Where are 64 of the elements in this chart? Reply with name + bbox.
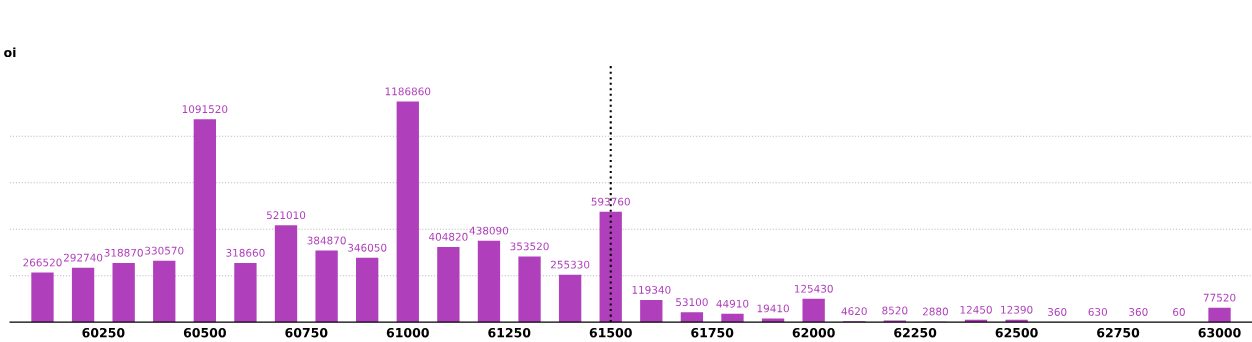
bar	[274, 225, 298, 323]
data-label: 44910	[716, 299, 749, 308]
x-tick-label: 63000	[1198, 327, 1241, 338]
bar	[1005, 319, 1028, 323]
bar	[437, 246, 460, 323]
data-label: 404820	[428, 232, 468, 241]
data-label: 125430	[794, 284, 833, 293]
data-label: 19410	[757, 304, 789, 313]
bar	[193, 119, 216, 323]
x-tick-label: 61750	[691, 327, 734, 338]
data-label: 1186860	[385, 87, 431, 96]
x-tick-label: 60750	[285, 327, 328, 338]
bar	[558, 274, 582, 323]
bar	[396, 101, 419, 323]
data-label: 346050	[348, 243, 387, 252]
data-label: 593760	[591, 197, 630, 206]
bar	[315, 250, 338, 323]
data-label: 384870	[307, 236, 346, 245]
data-label: 521010	[266, 211, 306, 220]
data-label: 1091520	[182, 105, 228, 114]
data-label: 255330	[551, 260, 590, 269]
y-axis-title: oi	[4, 47, 16, 58]
bar	[112, 262, 135, 323]
data-label: 318660	[226, 248, 265, 257]
bar	[721, 313, 744, 323]
bar	[640, 299, 663, 323]
x-tick-label: 60250	[82, 327, 125, 338]
x-tick-label: 62500	[995, 327, 1038, 338]
data-label: 353520	[510, 242, 549, 251]
data-label: 12450	[960, 305, 992, 314]
data-label: 330570	[145, 246, 184, 255]
bar	[680, 312, 704, 323]
x-tick-label: 62250	[894, 327, 937, 338]
bar	[234, 262, 257, 323]
data-label: 292740	[63, 253, 103, 262]
data-label: 630	[1088, 307, 1108, 316]
x-tick-label: 61250	[488, 327, 531, 338]
data-label: 60	[1173, 308, 1185, 316]
data-label: 53100	[676, 298, 708, 307]
bar	[31, 272, 54, 323]
bar	[599, 211, 622, 323]
bar	[71, 267, 95, 323]
bar	[802, 298, 825, 323]
data-label: 360	[1129, 308, 1148, 316]
data-label: 318870	[104, 248, 143, 257]
x-tick-label: 60500	[183, 327, 226, 338]
data-label: 2880	[922, 307, 948, 316]
x-tick-label: 62750	[1097, 327, 1140, 338]
x-tick-label: 61500	[589, 327, 632, 338]
data-label: 77520	[1203, 293, 1236, 302]
bar	[153, 260, 176, 323]
bar	[477, 240, 501, 323]
data-label: 12390	[1001, 305, 1033, 314]
bar	[1208, 307, 1231, 323]
data-label: 119340	[632, 285, 671, 294]
data-label: 4620	[841, 307, 867, 316]
data-label: 438090	[469, 226, 509, 235]
data-label: 8520	[882, 306, 908, 315]
bar	[518, 256, 541, 323]
bar	[356, 257, 379, 323]
data-label: 266520	[23, 258, 62, 267]
x-tick-label: 61000	[386, 327, 429, 338]
data-label: 360	[1048, 308, 1067, 316]
x-tick-label: 62000	[792, 327, 835, 338]
